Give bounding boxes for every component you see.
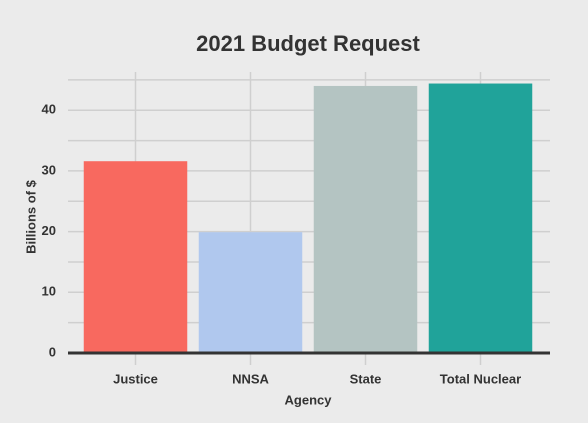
x-tick-label: NNSA — [232, 371, 269, 386]
chart-title: 2021 Budget Request — [196, 31, 420, 56]
x-tick-label: State — [350, 371, 382, 386]
y-tick-label: 0 — [49, 344, 56, 359]
bar — [198, 232, 303, 353]
x-tick-label: Justice — [113, 371, 158, 386]
y-tick-label: 20 — [42, 223, 56, 238]
bar — [428, 83, 533, 354]
y-axis-label: Billions of $ — [23, 179, 38, 253]
y-tick-label: 10 — [42, 284, 56, 299]
x-tick-label: Total Nuclear — [440, 371, 521, 386]
x-axis-label: Agency — [285, 392, 333, 407]
y-tick-label: 30 — [42, 162, 56, 177]
bar — [313, 85, 418, 354]
bar — [83, 161, 188, 353]
y-tick-label: 40 — [42, 102, 56, 117]
